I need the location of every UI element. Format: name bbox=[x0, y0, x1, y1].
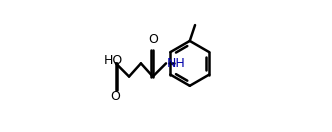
Text: NH: NH bbox=[167, 57, 185, 70]
Text: O: O bbox=[110, 90, 120, 103]
Text: O: O bbox=[148, 33, 158, 46]
Text: HO: HO bbox=[104, 54, 123, 67]
